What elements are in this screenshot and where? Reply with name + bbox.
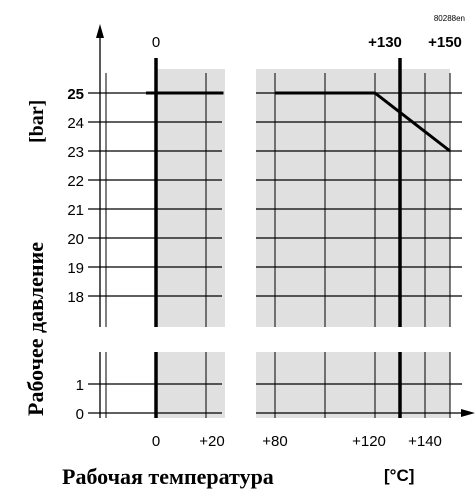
top-label-0: 0: [152, 34, 160, 51]
y-tick-label-22: 22: [67, 173, 84, 190]
y-tick-label-21: 21: [67, 202, 84, 219]
x-tick-label-0: 0: [152, 433, 160, 450]
shaded-area-left-upper: [156, 69, 225, 327]
x-axis-unit: [°C]: [384, 466, 414, 485]
y-tick-label-19: 19: [67, 260, 84, 277]
y-tick-label-23: 23: [67, 144, 84, 161]
shaded-area-right-upper: [256, 69, 450, 327]
series-lines: [146, 91, 451, 153]
y-tick-label-lower-0: 0: [76, 406, 84, 423]
x-axis-label: Рабочая температура: [62, 464, 274, 489]
y-tick-label-20: 20: [67, 231, 84, 248]
y-axis-unit: [bar]: [26, 100, 48, 143]
x-tick-label-p80: +80: [262, 433, 287, 450]
x-tick-label-p20: +20: [199, 433, 224, 450]
shaded-area-right-lower: [256, 352, 450, 418]
shaded-areas: [156, 69, 450, 418]
y-tick-label-25: 25: [67, 86, 84, 103]
x-axis-arrow: [461, 409, 475, 417]
x-tick-label-p140: +140: [408, 433, 442, 450]
y-axis-arrow: [96, 24, 104, 38]
top-label-p150: +150: [428, 34, 462, 51]
y-axis-label: Рабочее давление: [23, 242, 48, 416]
top-label-p130: +130: [368, 34, 402, 51]
x-tick-label-p120: +120: [352, 433, 386, 450]
document-code: 80288en: [434, 14, 465, 23]
shaded-area-left-lower: [156, 352, 225, 418]
y-tick-label-lower-1: 1: [76, 377, 84, 394]
y-tick-label-24: 24: [67, 115, 84, 132]
axes: [96, 24, 475, 418]
y-tick-label-18: 18: [67, 289, 84, 306]
chart-labels: 80288en Рабочая температура [°C] Рабочее…: [23, 14, 465, 489]
series-line-0: [275, 91, 451, 153]
